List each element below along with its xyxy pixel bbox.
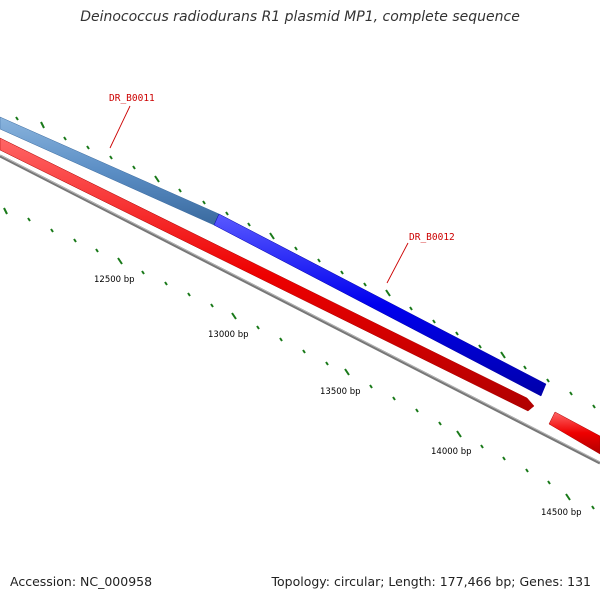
bp-label-13000: 13000 bp <box>208 330 249 340</box>
gene-label-dr-b0012[interactable]: DR_B0012 <box>409 232 455 243</box>
gene-dr-b0011-arrow[interactable] <box>0 116 220 226</box>
map-title: Deinococcus radiodurans R1 plasmid MP1, … <box>80 9 520 25</box>
bp-label-13500: 13500 bp <box>320 387 361 397</box>
bp-label-14000: 14000 bp <box>431 447 472 457</box>
gene-label-leader-dr-b0011 <box>109 105 131 149</box>
outer-tick-row <box>15 116 596 409</box>
gene-label-dr-b0011[interactable]: DR_B0011 <box>109 93 155 104</box>
reverse-gene-arrow[interactable] <box>0 137 535 412</box>
gene-label-leader-dr-b0012 <box>386 242 409 284</box>
backbone-line <box>0 154 600 465</box>
gene-dr-b0012-arrow[interactable] <box>213 213 547 397</box>
bp-label-12500: 12500 bp <box>94 275 135 285</box>
accession-text: Accession: NC_000958 <box>10 574 153 589</box>
reverse-gene-arrow-right[interactable] <box>548 411 600 455</box>
inner-tick-row <box>3 207 595 510</box>
summary-text: Topology: circular; Length: 177,466 bp; … <box>271 574 592 589</box>
backbone-highlight <box>0 154 600 463</box>
bp-label-14500: 14500 bp <box>541 508 582 518</box>
